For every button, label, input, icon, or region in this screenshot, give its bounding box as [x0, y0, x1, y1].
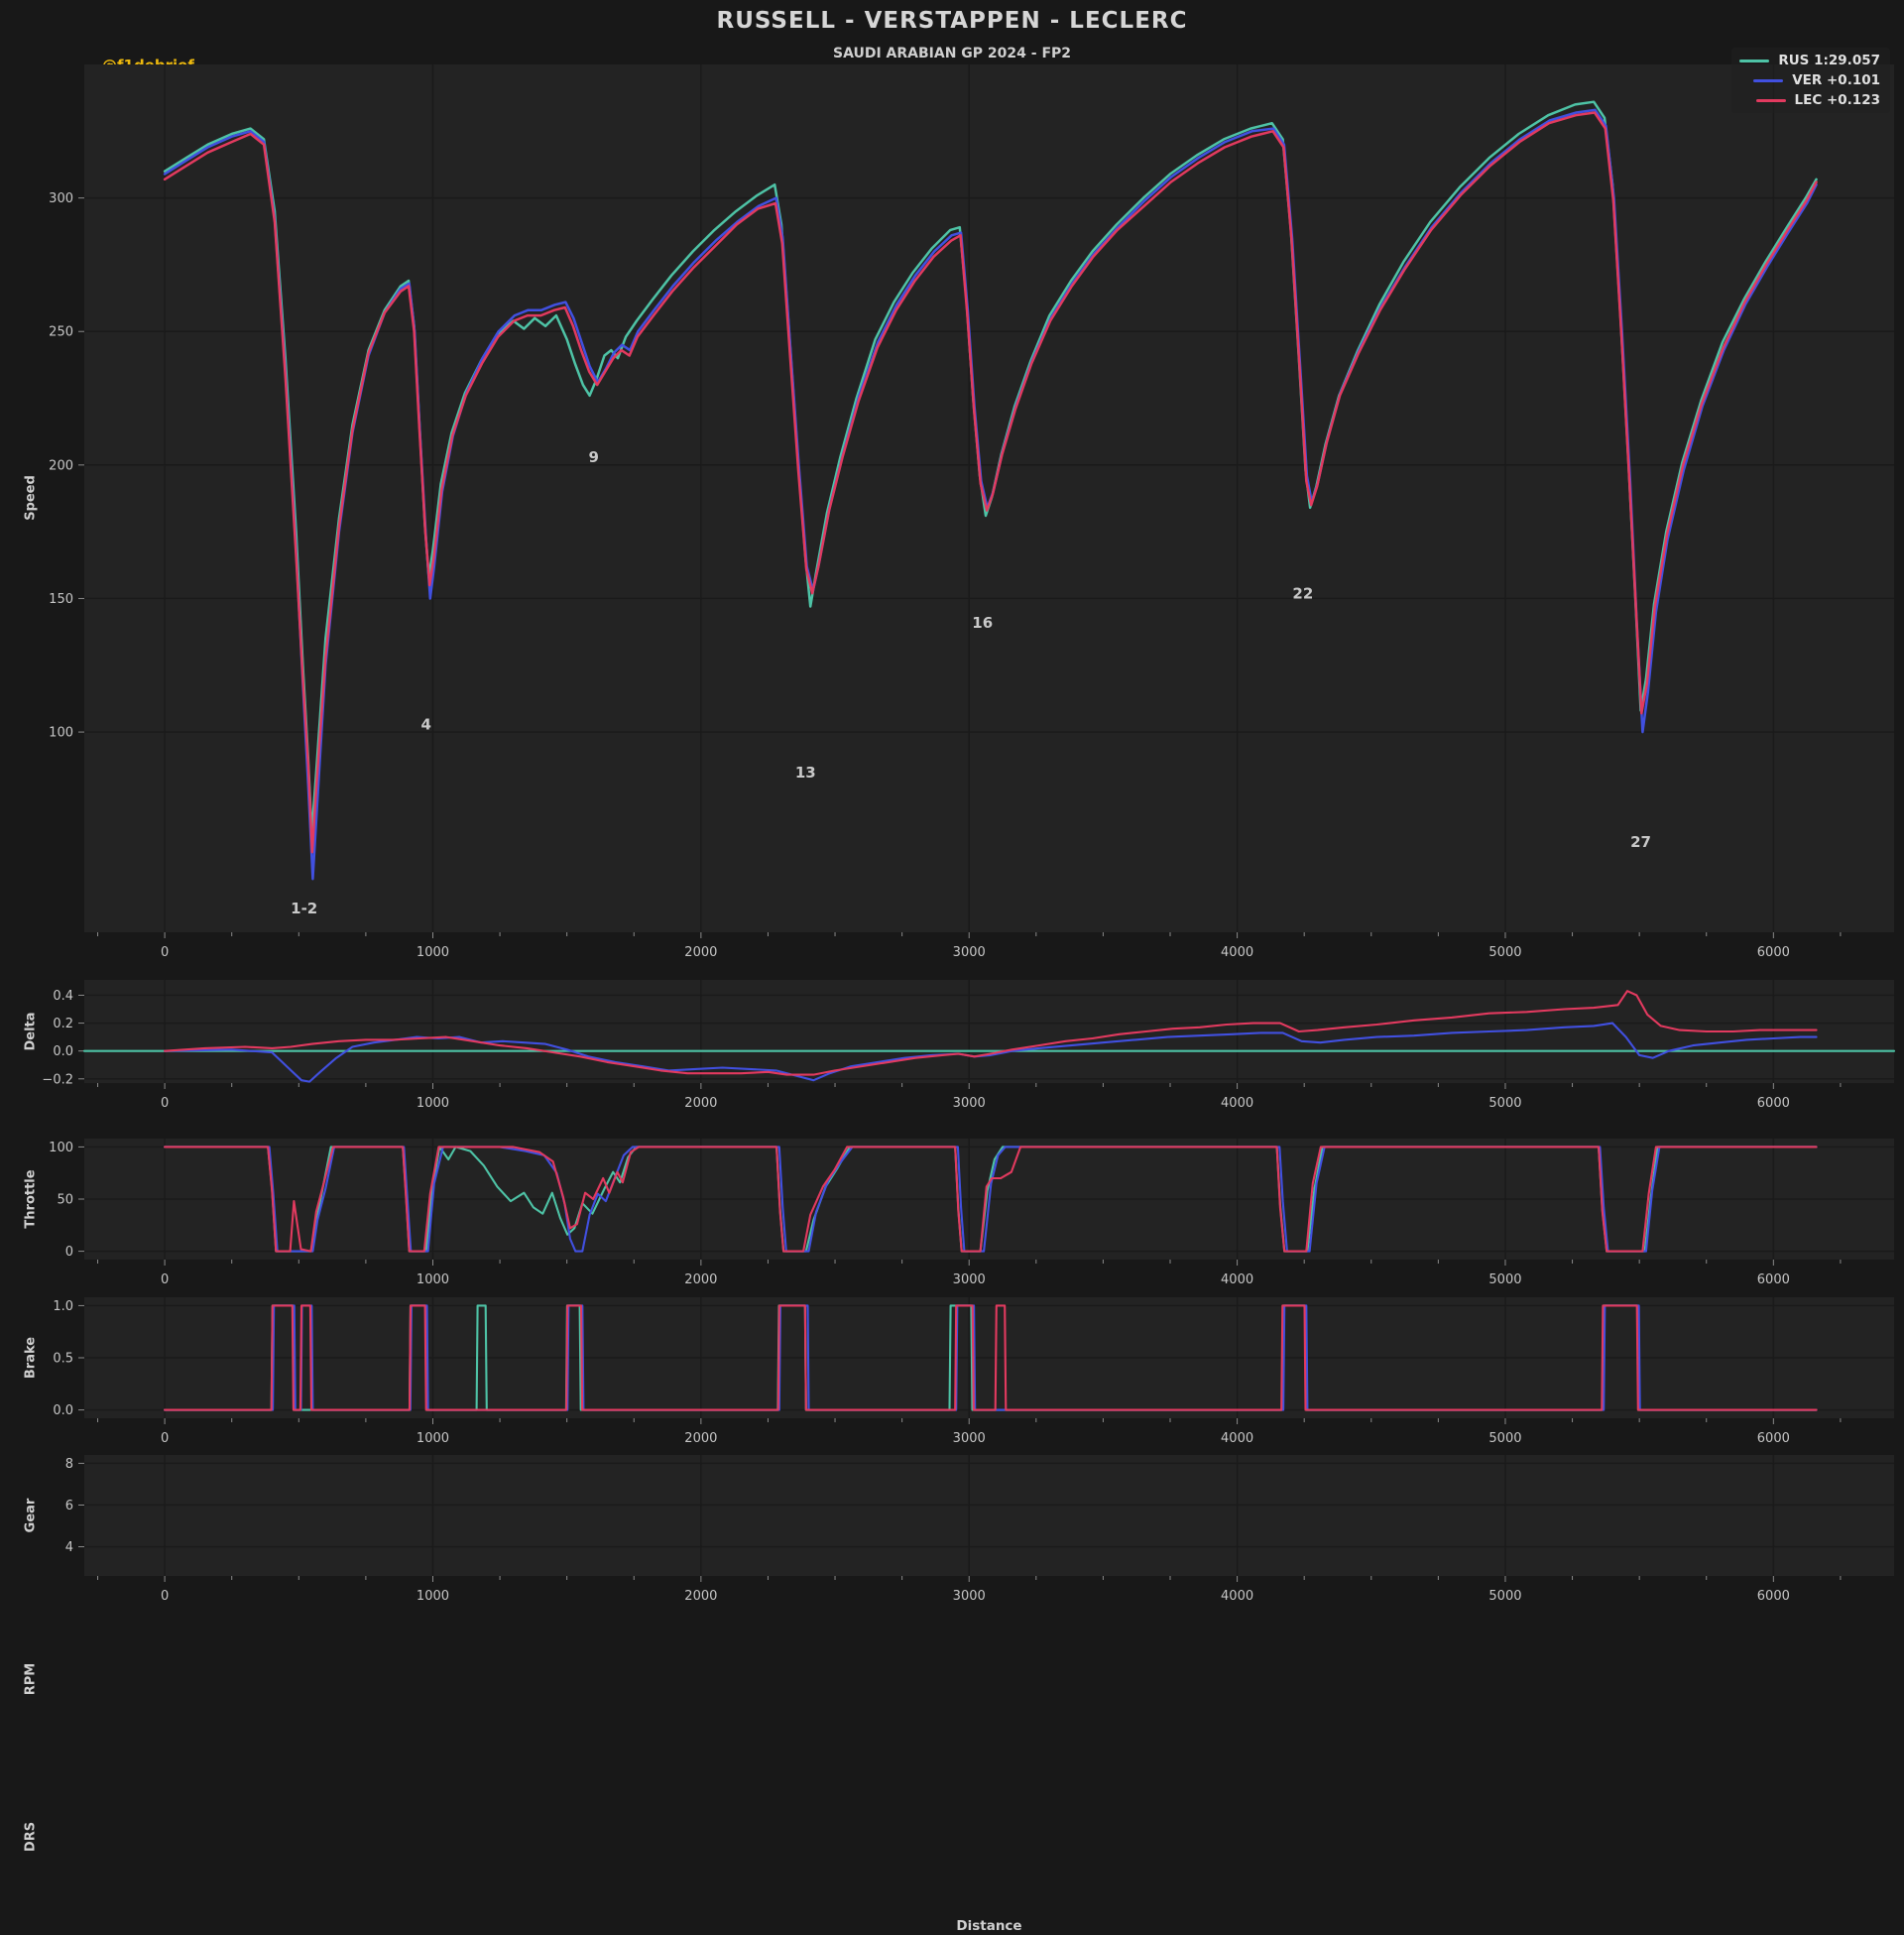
ylabel-drs: DRS [23, 1821, 39, 1853]
svg-text:5000: 5000 [1488, 1096, 1521, 1111]
svg-text:4000: 4000 [1221, 1589, 1253, 1604]
svg-text:3000: 3000 [953, 1589, 986, 1604]
svg-text:9: 9 [588, 448, 598, 466]
svg-text:150: 150 [49, 592, 73, 607]
legend: RUS 1:29.057 VER +0.101 LEC +0.123 [1731, 48, 1890, 113]
svg-text:5000: 5000 [1488, 1431, 1521, 1446]
svg-text:100: 100 [49, 726, 73, 741]
svg-text:100: 100 [49, 1141, 73, 1155]
svg-text:5000: 5000 [1488, 1272, 1521, 1287]
svg-text:0: 0 [161, 1589, 169, 1604]
svg-text:2000: 2000 [684, 1589, 717, 1604]
legend-row: VER +0.101 [1739, 72, 1880, 88]
svg-text:2000: 2000 [684, 1096, 717, 1111]
ylabel-delta: Delta [23, 1012, 39, 1051]
legend-label-lec: LEC +0.123 [1794, 92, 1880, 108]
svg-text:200: 200 [49, 458, 73, 473]
page-title: RUSSELL - VERSTAPPEN - LECLERC [716, 8, 1188, 34]
svg-text:6: 6 [65, 1499, 73, 1513]
svg-text:1000: 1000 [416, 945, 449, 960]
lec-line-swatch [1755, 98, 1786, 102]
svg-text:−0.2: −0.2 [42, 1072, 73, 1087]
svg-text:16: 16 [972, 614, 993, 632]
svg-text:1000: 1000 [416, 1431, 449, 1446]
svg-text:1000: 1000 [416, 1272, 449, 1287]
svg-text:22: 22 [1292, 584, 1313, 602]
svg-text:0.4: 0.4 [53, 989, 73, 1004]
svg-text:3000: 3000 [953, 1272, 986, 1287]
ver-line-swatch [1753, 78, 1784, 82]
svg-text:4: 4 [65, 1540, 73, 1555]
svg-text:4000: 4000 [1221, 945, 1253, 960]
svg-text:5000: 5000 [1488, 945, 1521, 960]
svg-text:4000: 4000 [1221, 1272, 1253, 1287]
svg-text:27: 27 [1630, 833, 1651, 851]
svg-text:0: 0 [161, 1431, 169, 1446]
svg-text:6000: 6000 [1757, 1272, 1790, 1287]
ylabel-brake: Brake [23, 1336, 39, 1380]
legend-label-ver: VER +0.101 [1792, 72, 1880, 88]
svg-text:1000: 1000 [416, 1589, 449, 1604]
ylabel-speed: Speed [23, 475, 39, 521]
svg-text:4: 4 [421, 715, 431, 733]
svg-text:0: 0 [161, 1272, 169, 1287]
svg-text:50: 50 [57, 1193, 73, 1208]
ylabel-throttle: Throttle [23, 1169, 39, 1229]
svg-text:8: 8 [65, 1457, 73, 1472]
svg-text:6000: 6000 [1757, 1096, 1790, 1111]
svg-text:0.5: 0.5 [53, 1352, 73, 1367]
xlabel-distance: Distance [956, 1918, 1022, 1934]
ylabel-rpm: RPM [23, 1662, 39, 1696]
svg-text:300: 300 [49, 191, 73, 206]
svg-text:1-2: 1-2 [291, 900, 317, 917]
svg-text:250: 250 [49, 325, 73, 340]
svg-text:5000: 5000 [1488, 1589, 1521, 1604]
svg-text:6000: 6000 [1757, 1431, 1790, 1446]
svg-text:3000: 3000 [953, 1431, 986, 1446]
svg-text:3000: 3000 [953, 945, 986, 960]
rus-line-swatch [1739, 59, 1770, 62]
svg-text:0: 0 [161, 945, 169, 960]
svg-text:2000: 2000 [684, 945, 717, 960]
svg-text:1.0: 1.0 [53, 1299, 73, 1314]
svg-text:0: 0 [161, 1096, 169, 1111]
svg-text:13: 13 [795, 764, 816, 782]
svg-text:3000: 3000 [953, 1096, 986, 1111]
page-subtitle: SAUDI ARABIAN GP 2024 - FP2 [832, 46, 1072, 61]
svg-text:4000: 4000 [1221, 1431, 1253, 1446]
svg-text:1000: 1000 [416, 1096, 449, 1111]
svg-text:2000: 2000 [684, 1431, 717, 1446]
svg-text:0.0: 0.0 [53, 1403, 73, 1418]
svg-text:0.2: 0.2 [53, 1017, 73, 1031]
legend-label-rus: RUS 1:29.057 [1778, 53, 1880, 68]
svg-text:6000: 6000 [1757, 945, 1790, 960]
ylabel-gear: Gear [23, 1498, 39, 1533]
svg-text:4000: 4000 [1221, 1096, 1253, 1111]
svg-text:6000: 6000 [1757, 1589, 1790, 1604]
legend-row: RUS 1:29.057 [1739, 53, 1880, 68]
svg-text:0.0: 0.0 [53, 1044, 73, 1059]
svg-text:2000: 2000 [684, 1272, 717, 1287]
svg-text:0: 0 [65, 1245, 73, 1260]
legend-row: LEC +0.123 [1739, 92, 1880, 108]
